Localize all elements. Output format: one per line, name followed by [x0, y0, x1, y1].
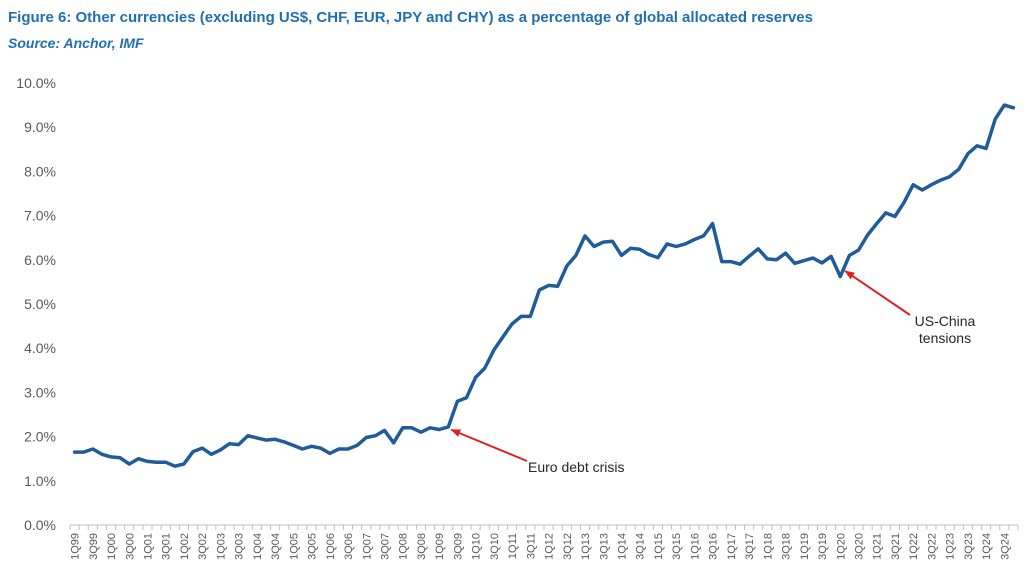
y-tick-label: 10.0%: [16, 75, 56, 91]
x-tick-label: 1Q14: [616, 533, 628, 560]
x-tick-label: 1Q05: [288, 533, 300, 560]
x-tick-label: 1Q01: [142, 533, 154, 560]
x-tick-label: 3Q15: [671, 533, 683, 560]
x-tick-label: 1Q18: [762, 533, 774, 560]
x-tick-label: 1Q19: [799, 533, 811, 560]
x-tick-label: 1Q23: [945, 533, 957, 560]
y-tick-label: 1.0%: [24, 473, 56, 489]
chart-source: Source: Anchor, IMF: [8, 35, 144, 51]
x-tick-label: 1Q00: [106, 533, 118, 560]
x-tick-label: 1Q15: [653, 533, 665, 560]
y-tick-label: 8.0%: [24, 163, 56, 179]
x-tick-label: 3Q99: [88, 533, 100, 560]
x-tick-label: 3Q05: [307, 533, 319, 560]
x-tick-label: 3Q19: [817, 533, 829, 560]
x-tick-label: 1Q20: [835, 533, 847, 560]
x-tick-label: 3Q06: [343, 533, 355, 560]
x-tick-label: 3Q07: [379, 533, 391, 560]
x-tick-label: 3Q24: [999, 533, 1011, 560]
y-tick-label: 2.0%: [24, 429, 56, 445]
x-tick-label: 3Q04: [270, 533, 282, 560]
x-tick-label: 1Q03: [215, 533, 227, 560]
x-tick-label: 1Q16: [689, 533, 701, 560]
y-tick-label: 0.0%: [24, 517, 56, 533]
x-tick-label: 3Q20: [853, 533, 865, 560]
x-tick-label: 3Q17: [744, 533, 756, 560]
x-tick-label: 1Q09: [434, 533, 446, 560]
x-tick-label: 1Q10: [471, 533, 483, 560]
x-tick-label: 1Q13: [580, 533, 592, 560]
x-tick-label: 3Q14: [635, 533, 647, 560]
y-tick-label: 6.0%: [24, 252, 56, 268]
x-tick-label: 1Q02: [179, 533, 191, 560]
y-tick-label: 3.0%: [24, 384, 56, 400]
x-tick-label: 1Q24: [981, 533, 993, 560]
x-tick-label: 1Q99: [70, 533, 82, 560]
euro-debt-crisis-label: Euro debt crisis: [528, 459, 624, 475]
x-tick-label: 1Q08: [398, 533, 410, 560]
y-tick-label: 5.0%: [24, 296, 56, 312]
euro-debt-crisis-arrow: [450, 428, 528, 462]
x-tick-label: 1Q12: [544, 533, 556, 560]
x-tick-label: 1Q11: [507, 533, 519, 559]
x-tick-label: 3Q11: [525, 533, 537, 559]
series-line: [72, 103, 1016, 468]
x-tick-label: 1Q21: [872, 533, 884, 560]
x-tick-label: 3Q12: [562, 533, 574, 560]
y-tick-label: 4.0%: [24, 340, 56, 356]
x-tick-label: 1Q17: [726, 533, 738, 560]
x-tick-label: 1Q04: [252, 533, 264, 560]
us-china-tensions-label-line2: tensions: [919, 330, 971, 346]
x-tick-label: 3Q01: [161, 533, 173, 560]
x-tick-label: 3Q03: [234, 533, 246, 560]
x-tick-label: 3Q09: [452, 533, 464, 560]
x-tick-label: 3Q08: [416, 533, 428, 560]
x-tick-label: 1Q22: [908, 533, 920, 560]
x-tick-label: 3Q18: [781, 533, 793, 560]
x-tick-label: 1Q06: [325, 533, 337, 560]
x-tick-label: 3Q13: [598, 533, 610, 560]
x-tick-label: 3Q22: [926, 533, 938, 560]
y-tick-label: 9.0%: [24, 119, 56, 135]
us-china-tensions-label-line1: US-China: [915, 313, 976, 329]
x-tick-label: 3Q21: [890, 533, 902, 560]
x-tick-label: 1Q07: [361, 533, 373, 560]
y-tick-label: 7.0%: [24, 208, 56, 224]
x-tick-label: 3Q10: [489, 533, 501, 560]
x-tick-label: 3Q23: [963, 533, 975, 560]
x-tick-label: 3Q00: [124, 533, 136, 560]
x-tick-label: 3Q02: [197, 533, 209, 560]
chart-title: Figure 6: Other currencies (excluding US…: [8, 9, 813, 26]
x-tick-label: 3Q16: [708, 533, 720, 560]
us-china-tensions-arrow: [844, 270, 911, 316]
